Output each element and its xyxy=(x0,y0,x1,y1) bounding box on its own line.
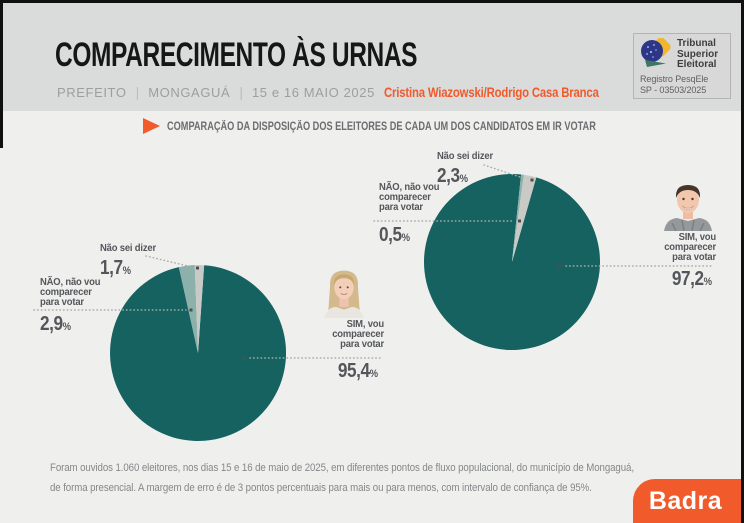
label-line: SIM, vou xyxy=(678,231,717,243)
label-unsure-right: Não sei dizer xyxy=(437,150,493,162)
tse-org-line: Eleitoral xyxy=(677,59,717,70)
subtitle-office: PREFEITO xyxy=(57,85,127,100)
subtitle-separator: | xyxy=(135,84,140,100)
percent-sign: % xyxy=(62,321,72,333)
label-line: para votar xyxy=(40,295,84,308)
pie-chart-rodrigo xyxy=(424,174,600,350)
subtitle-candidates: Cristina Wiazowski/Rodrigo Casa Branca xyxy=(383,85,599,100)
frame-edge-top xyxy=(0,0,744,3)
subtitle-separator: | xyxy=(239,84,243,100)
subtitle-date: 15 e 16 MAIO 2025 xyxy=(251,85,375,100)
pie-slice xyxy=(512,174,537,262)
brand-wordmark: Badra xyxy=(648,486,723,515)
value-unsure-left: 1,7% xyxy=(100,257,131,280)
value-number: 97,2 xyxy=(671,268,704,290)
frame-edge-right xyxy=(741,0,744,523)
label-line: SIM, vou xyxy=(346,318,385,330)
page-title: COMPARECIMENTO ÀS URNAS xyxy=(55,36,418,74)
tse-registry-number: Registro PesqEle SP - 03503/2025 xyxy=(640,74,712,96)
label-line: comparecer xyxy=(379,190,431,203)
tse-logo-icon xyxy=(641,38,671,67)
tse-registry-line: SP - 03503/2025 xyxy=(640,85,707,96)
header: COMPARECIMENTO ÀS URNAS PREFEITO | MONGA… xyxy=(0,0,744,111)
value-number: 95,4 xyxy=(337,360,370,382)
section-heading: COMPARAÇÃO DA DISPOSIÇÃO DOS ELEITORES D… xyxy=(167,121,596,133)
pie-slice xyxy=(178,265,198,353)
label-unsure-left: Não sei dizer xyxy=(100,242,156,254)
value-no-right: 0,5% xyxy=(379,224,410,247)
tse-registry-line: Registro PesqEle xyxy=(640,74,709,85)
frame-edge-left xyxy=(0,0,3,148)
subtitle: PREFEITO | MONGAGUÁ | 15 e 16 MAIO 2025 … xyxy=(57,84,640,100)
tse-org-line: Superior xyxy=(677,48,719,60)
value-number: 1,7 xyxy=(100,257,123,279)
percent-sign: % xyxy=(703,276,712,288)
tse-registration-badge: Tribunal Superior Eleitoral Registro Pes… xyxy=(633,33,731,99)
candidate-photo-rodrigo xyxy=(662,183,714,232)
percent-sign: % xyxy=(369,368,378,380)
value-unsure-right: 2,3% xyxy=(437,165,468,188)
percent-sign: % xyxy=(401,232,411,244)
pie-slice xyxy=(512,174,524,262)
label-line: para votar xyxy=(340,337,384,350)
methodology-line: Foram ouvidos 1.060 eleitores, nos dias … xyxy=(50,462,634,474)
value-no-left: 2,9% xyxy=(40,313,71,336)
label-line: NÃO, não vou xyxy=(379,181,440,193)
label-line: comparecer xyxy=(332,327,384,340)
value-number: 2,3 xyxy=(437,165,460,187)
subtitle-city: MONGAGUÁ xyxy=(148,85,231,100)
pie-slice xyxy=(194,265,205,353)
label-line: comparecer xyxy=(664,240,716,253)
label-line: para votar xyxy=(672,250,716,263)
label-no-right: NÃO, não vou comparecer para votar xyxy=(379,181,440,213)
tse-org-line: Tribunal xyxy=(677,38,716,49)
value-number: 2,9 xyxy=(40,313,63,335)
pie-slice xyxy=(110,265,286,441)
methodology-line: de forma presencial. A margem de erro é … xyxy=(50,482,592,494)
label-yes-left: SIM, vou comparecer para votar xyxy=(294,318,385,350)
candidate-photo-cristina xyxy=(320,266,368,318)
label-line: comparecer xyxy=(40,285,92,298)
label-line: para votar xyxy=(379,200,423,213)
label-line: NÃO, não vou xyxy=(40,276,101,288)
value-yes-left: 95,4% xyxy=(297,360,378,383)
percent-sign: % xyxy=(122,265,132,277)
play-arrow-icon xyxy=(143,118,160,134)
pie-slice xyxy=(424,174,600,350)
value-yes-right: 97,2% xyxy=(633,268,712,291)
value-number: 0,5 xyxy=(379,224,402,246)
pie-chart-cristina xyxy=(110,265,286,441)
label-no-left: NÃO, não vou comparecer para votar xyxy=(40,276,101,308)
brand-logo-badra: Badra xyxy=(633,479,744,523)
percent-sign: % xyxy=(459,173,469,185)
label-yes-right: SIM, vou comparecer para votar xyxy=(626,231,717,263)
tse-org-name: Tribunal Superior Eleitoral xyxy=(677,38,719,71)
